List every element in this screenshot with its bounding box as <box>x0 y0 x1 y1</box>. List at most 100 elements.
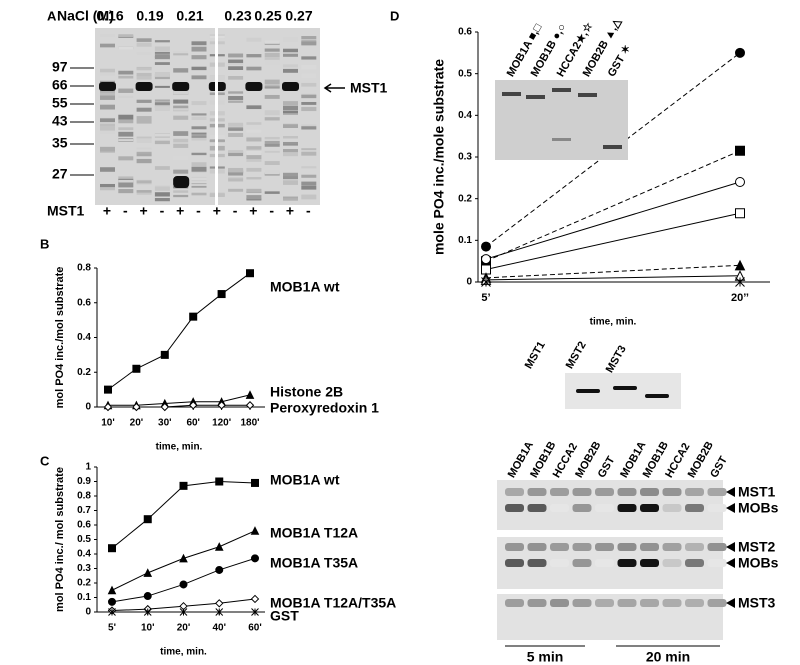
series-label: MOB1A T35A <box>270 555 358 571</box>
y-tick-label: 1 <box>85 462 91 473</box>
gel-band <box>154 71 170 77</box>
y-tick-label: 0.8 <box>77 491 91 502</box>
gel-band <box>246 146 262 149</box>
gel-band <box>136 151 152 154</box>
blot-band <box>685 488 704 496</box>
gel-band <box>264 141 280 145</box>
salt-value: 0.23 <box>224 8 251 24</box>
y-tick-label: 0.3 <box>77 563 91 574</box>
series-line <box>485 212 741 270</box>
gel-band <box>136 67 152 71</box>
x-tick-label: 10' <box>141 623 155 634</box>
gel-band <box>100 123 115 128</box>
series-line <box>108 404 250 408</box>
marker <box>735 177 745 187</box>
series-line <box>485 52 741 247</box>
gel-band <box>191 41 207 46</box>
gel-band <box>173 194 189 198</box>
x-axis-label: time, min. <box>590 317 637 328</box>
lane-sign: - <box>160 203 165 219</box>
gel-band <box>283 152 298 157</box>
blot-band <box>640 543 659 551</box>
gel-gap <box>215 28 218 205</box>
gel-band <box>154 62 170 65</box>
gel-band <box>100 125 115 131</box>
gel-band <box>136 99 152 103</box>
gel-band <box>191 46 207 52</box>
lane-sign: - <box>233 203 238 219</box>
gel-band <box>246 148 262 151</box>
y-tick-label: 0.3 <box>458 152 472 163</box>
blot-band <box>662 504 682 512</box>
time-label: 20 min <box>646 649 690 665</box>
blot-band <box>527 488 547 496</box>
gel-band <box>154 56 170 61</box>
lane-sign: - <box>269 203 274 219</box>
blot-band <box>617 559 637 567</box>
marker <box>179 481 188 490</box>
gel-band <box>136 107 152 112</box>
gel-band <box>191 113 207 116</box>
x-tick-label: 20' <box>177 623 191 634</box>
blot-band <box>685 543 704 551</box>
lane-sign: - <box>306 203 311 219</box>
salt-value: 0.21 <box>176 8 203 24</box>
gel-band <box>283 110 298 114</box>
x-axis-label: time, min. <box>160 647 207 658</box>
gel-band <box>264 48 280 52</box>
gel-band <box>228 128 244 131</box>
series-line <box>485 150 741 262</box>
gel-band <box>301 82 317 87</box>
y-tick-label: 0.2 <box>77 367 91 378</box>
blot-band <box>685 504 704 512</box>
gel-band <box>118 127 134 131</box>
gel-band <box>136 120 152 124</box>
gel-band <box>301 185 317 190</box>
y-tick-label: 0 <box>466 277 472 288</box>
salt-value: 0.16 <box>96 8 123 24</box>
panel-label: B <box>40 236 49 251</box>
gel-band <box>136 147 152 150</box>
blot-band <box>595 488 614 496</box>
gel-band <box>191 66 207 71</box>
marker <box>481 277 491 287</box>
gel-band <box>283 198 298 201</box>
gel-band <box>283 53 298 57</box>
gel-band <box>301 181 317 186</box>
blot-band <box>595 599 614 607</box>
gel-band <box>246 195 262 200</box>
gel-band <box>283 172 298 177</box>
blot-band <box>617 599 637 607</box>
gel-band <box>603 145 622 149</box>
marker <box>735 47 745 58</box>
y-tick-label: 0 <box>85 402 91 413</box>
marker <box>143 515 152 524</box>
gel-band <box>264 110 280 116</box>
marker <box>108 597 116 606</box>
blot-band <box>572 559 592 567</box>
gel-band <box>264 161 280 165</box>
gel-band <box>283 101 298 106</box>
series-line <box>485 275 741 281</box>
gel-band <box>100 129 115 135</box>
gel-band <box>136 72 152 77</box>
blot-band <box>640 488 659 496</box>
blot-band <box>662 488 682 496</box>
y-tick-label: 0.1 <box>458 235 472 246</box>
gel-band <box>191 75 207 80</box>
mw-label: 43 <box>52 113 68 129</box>
lane-sign: - <box>196 203 201 219</box>
gel-band <box>228 178 244 182</box>
gel-band <box>228 76 244 80</box>
marker <box>735 277 745 287</box>
series-label: MOB1A T12A <box>270 525 358 541</box>
gel-band <box>136 38 152 42</box>
x-tick-label: 120' <box>212 418 231 429</box>
x-tick-label: 60' <box>248 623 262 634</box>
mw-label: 55 <box>52 95 68 111</box>
blot-band <box>505 559 524 567</box>
blot-row-label: MST3 <box>738 595 776 611</box>
gel-band <box>283 112 298 115</box>
gel-band <box>301 174 317 178</box>
gel-band <box>118 73 134 76</box>
